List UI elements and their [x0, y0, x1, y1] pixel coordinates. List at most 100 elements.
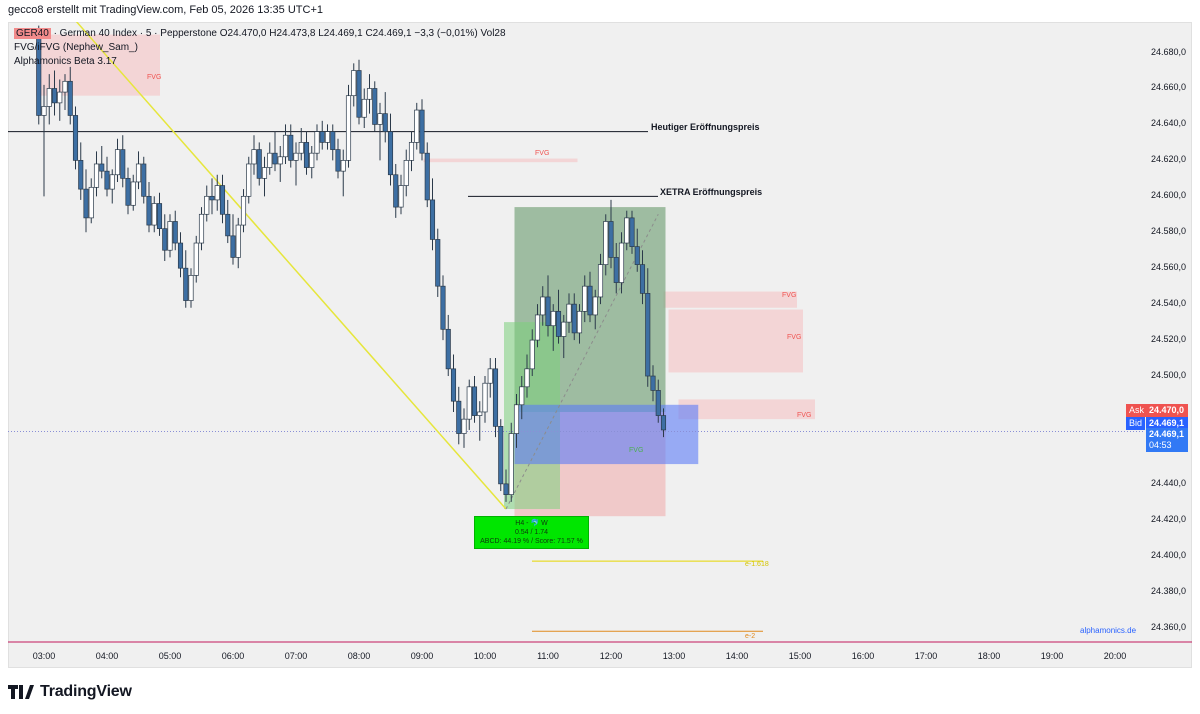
candle-down: [440, 285, 446, 330]
candle-up: [597, 264, 604, 298]
candle-down: [435, 239, 441, 287]
candle-up: [235, 224, 241, 258]
candle-up: [361, 98, 367, 118]
candle-down: [83, 188, 89, 219]
candle-down: [629, 217, 635, 247]
time-tick-label: 06:00: [221, 651, 245, 661]
candle-up: [114, 149, 121, 176]
candle-down: [330, 131, 336, 150]
indicator-fvg-label[interactable]: FVG/iFVG (Nephew_Sam_): [14, 42, 138, 53]
candle-up: [540, 296, 546, 316]
candle-down: [78, 160, 84, 190]
candle-down: [645, 293, 651, 377]
candle-up: [277, 156, 283, 165]
candle-up: [461, 418, 467, 434]
candle-down: [650, 375, 656, 391]
price-tick-label: 24.600,0: [1150, 190, 1186, 201]
fvg-label: FVG: [147, 74, 162, 81]
bid-price-tag: 24.469,1: [1146, 417, 1188, 430]
candle-down: [51, 88, 58, 104]
candle-up: [403, 160, 409, 186]
symbol-label[interactable]: GER40: [14, 28, 51, 39]
candle-down: [146, 195, 152, 226]
candle-down: [655, 390, 661, 416]
candle-up: [519, 386, 525, 406]
candle-down: [209, 195, 215, 201]
time-tick-label: 17:00: [914, 651, 938, 661]
tradingview-wordmark: TradingView: [40, 683, 132, 700]
candle-down: [303, 142, 310, 168]
time-tick-label: 04:00: [95, 651, 119, 661]
candle-down: [99, 163, 105, 172]
candle-up: [466, 386, 472, 420]
abcd-leg: [505, 214, 659, 510]
time-tick-label: 15:00: [788, 651, 812, 661]
candle-up: [618, 242, 625, 283]
candle-down: [639, 264, 646, 294]
candle-down: [545, 296, 551, 327]
candle-up: [167, 221, 173, 251]
candle-down: [387, 131, 394, 176]
time-tick-label: 09:00: [410, 651, 434, 661]
candle-up: [624, 217, 630, 244]
candle-up: [309, 152, 315, 168]
price-tick-label: 24.520,0: [1150, 334, 1186, 345]
candle-up: [340, 160, 346, 172]
candle-up: [57, 91, 63, 104]
candle-up: [135, 163, 142, 183]
candle-up: [603, 221, 609, 265]
candle-down: [288, 134, 294, 161]
candle-up: [534, 314, 541, 341]
price-chart[interactable]: [8, 22, 1192, 668]
candle-down: [456, 400, 462, 434]
fvg-zone: [663, 291, 797, 308]
candle-up: [198, 213, 205, 244]
candle-up: [377, 113, 383, 125]
ask-price-tag: 24.470,0: [1146, 404, 1188, 417]
candle-down: [382, 113, 388, 132]
price-tick-label: 24.500,0: [1150, 370, 1186, 381]
alphamonics-watermark: alphamonics.de: [1080, 626, 1137, 635]
bar-countdown: 04:53: [1149, 440, 1172, 450]
fvg-zone: [423, 158, 578, 163]
candle-up: [513, 404, 520, 434]
indicator-alphamonics-label[interactable]: Alphamonics Beta 3.17: [14, 56, 117, 67]
export-caption: gecco8 erstellt mit TradingView.com, Feb…: [8, 4, 323, 16]
candle-down: [67, 80, 73, 116]
candle-down: [424, 152, 430, 201]
price-tick-label: 24.560,0: [1150, 262, 1186, 273]
candle-down: [356, 70, 362, 118]
candle-up: [482, 382, 488, 413]
candle-down: [660, 415, 667, 431]
candle-up: [314, 131, 320, 154]
candle-up: [408, 142, 415, 161]
candle-up: [398, 185, 404, 208]
candle-up: [487, 368, 493, 384]
candle-down: [319, 131, 325, 143]
time-tick-label: 08:00: [347, 651, 371, 661]
candle-up: [345, 95, 352, 161]
time-tick-label: 05:00: [158, 651, 182, 661]
candle-down: [183, 267, 189, 301]
candle-up: [204, 195, 210, 215]
candle-down: [104, 170, 110, 190]
candle-up: [477, 411, 483, 416]
candle-up: [582, 285, 588, 312]
fvg-label: FVG: [782, 292, 797, 299]
candle-up: [324, 131, 331, 143]
symbol-row[interactable]: GER40 · German 40 Index · 5 · Pepperston…: [14, 27, 506, 41]
candle-up: [130, 181, 136, 206]
candle-down: [498, 425, 504, 485]
candle-up: [414, 109, 420, 143]
pattern-line-1: H4 - 🐬 W: [515, 520, 548, 527]
candle-down: [555, 310, 562, 337]
candle-up: [251, 149, 257, 165]
time-tick-label: 10:00: [473, 651, 497, 661]
candle-up: [46, 88, 52, 107]
candle-up: [576, 310, 583, 334]
candle-up: [529, 339, 535, 370]
price-tick-label: 24.420,0: [1150, 513, 1186, 524]
price-tick-label: 24.580,0: [1150, 226, 1186, 237]
last-price-tag: 24.469,1 04:53: [1146, 428, 1188, 452]
time-tick-label: 12:00: [599, 651, 623, 661]
